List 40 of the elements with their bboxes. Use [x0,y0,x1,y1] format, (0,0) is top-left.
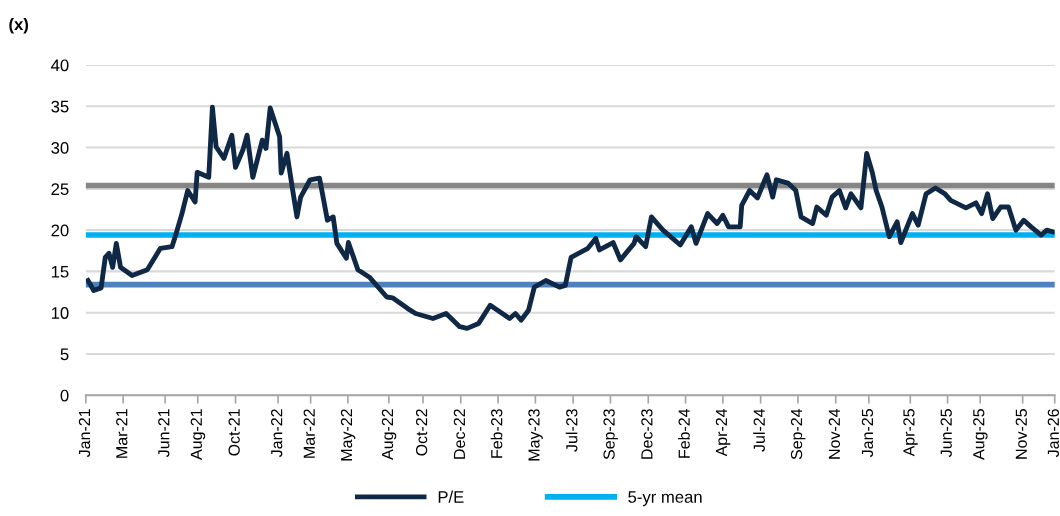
y-axis-title: (x) [9,18,29,34]
x-tick-label: May-23 [528,409,543,461]
x-tick-label: Dec-22 [453,409,466,459]
x-tick-label: Dec-23 [641,409,653,459]
y-tick-label: 40 [51,59,69,72]
x-tick-label: Oct-21 [228,409,240,456]
y-tick-label: 10 [51,307,69,319]
y-tick-label: 35 [51,100,69,113]
x-tick-label: Feb-23 [490,409,503,458]
x-tick-label: Feb-24 [678,408,690,458]
y-tick-label: 30 [51,141,69,154]
x-tick-label: Jan-26 [1047,409,1059,458]
x-tick-label: Jun-25 [940,409,952,458]
y-tick-label: 5 [60,348,69,361]
x-tick-label: Mar-22 [303,409,315,458]
x-tick-label: Aug-21 [190,409,206,460]
legend-label: 5-yr mean [628,491,702,507]
x-tick-label: Nov-25 [1015,409,1027,459]
y-tick-label: 20 [51,224,69,237]
x-tick-label: Jan-25 [861,409,874,458]
x-tick-label: Jul-23 [565,409,578,452]
x-tick-label: Jul-24 [753,408,765,452]
x-tick-label: Aug-25 [973,409,988,460]
x-tick-label: Oct-22 [415,409,428,456]
x-tick-label: Aug-22 [381,409,397,460]
x-tick-label: Jan-22 [271,409,283,458]
x-tick-label: Mar-21 [116,409,128,458]
x-tick-label: Jun-21 [158,409,170,458]
x-tick-label: Apr-25 [903,409,918,457]
y-tick-label: 15 [51,265,69,278]
x-tick-label: Nov-24 [828,408,841,459]
x-tick-label: Sep-24 [790,408,806,460]
x-tick-label: Sep-23 [603,409,618,460]
x-tick-label: Jan-21 [78,409,91,458]
legend-label: P/E [438,490,464,503]
x-tick-label: Apr-24 [715,408,731,457]
line-series [85,104,1055,331]
x-tick-label: May-22 [340,409,356,461]
y-tick-label: 0 [60,389,69,402]
y-tick-label: 25 [51,183,69,196]
